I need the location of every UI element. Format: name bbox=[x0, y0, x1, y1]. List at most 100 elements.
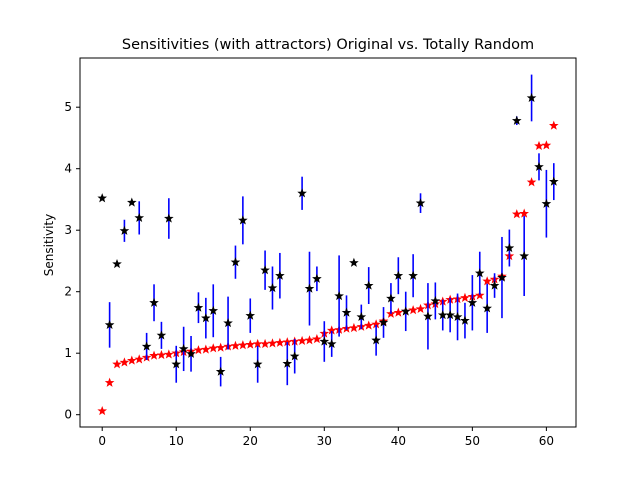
random-point bbox=[467, 297, 478, 307]
x-tick-label: 40 bbox=[391, 434, 406, 448]
random-point bbox=[164, 213, 174, 223]
random-point bbox=[171, 359, 182, 369]
random-point bbox=[119, 225, 130, 235]
random-point bbox=[415, 198, 426, 208]
original-point bbox=[526, 177, 537, 187]
random-point bbox=[430, 295, 441, 306]
original-point bbox=[297, 335, 307, 345]
random-point bbox=[97, 193, 108, 203]
random-point bbox=[504, 242, 515, 253]
random-point bbox=[393, 270, 404, 280]
random-point bbox=[371, 335, 381, 345]
x-axis: 0 10 20 30 40 50 60 bbox=[98, 427, 554, 448]
original-point bbox=[193, 345, 204, 355]
x-tick-label: 50 bbox=[465, 434, 480, 448]
random-point bbox=[408, 270, 418, 280]
random-point bbox=[452, 311, 463, 322]
random-point bbox=[304, 283, 315, 293]
x-tick-label: 0 bbox=[98, 434, 106, 448]
random-point bbox=[252, 359, 263, 369]
original-point bbox=[215, 342, 226, 352]
original-point bbox=[208, 343, 219, 353]
x-tick-label: 60 bbox=[539, 434, 554, 448]
original-point bbox=[312, 334, 322, 344]
y-axis: 0 1 2 3 4 5 bbox=[64, 100, 80, 422]
original-point bbox=[127, 355, 137, 365]
original-point bbox=[134, 354, 145, 364]
y-tick-label: 1 bbox=[64, 346, 72, 360]
original-point bbox=[460, 292, 470, 302]
random-point bbox=[297, 188, 307, 198]
random-point bbox=[341, 307, 352, 317]
original-point bbox=[304, 335, 315, 345]
random-point bbox=[223, 318, 233, 328]
random-point bbox=[378, 317, 389, 327]
original-point bbox=[119, 357, 130, 367]
original-point bbox=[245, 339, 256, 349]
original-point bbox=[415, 303, 426, 314]
random-point bbox=[326, 338, 337, 349]
random-point bbox=[238, 215, 248, 225]
random-point bbox=[208, 305, 219, 315]
original-point bbox=[238, 340, 248, 350]
original-point bbox=[104, 377, 115, 387]
original-point bbox=[164, 349, 174, 359]
y-tick-label: 0 bbox=[64, 408, 72, 422]
random-point bbox=[230, 257, 241, 267]
random-point bbox=[534, 161, 544, 171]
random-point bbox=[134, 212, 145, 222]
random-point bbox=[141, 341, 152, 351]
random-point bbox=[363, 280, 374, 290]
original-point bbox=[97, 405, 108, 416]
random-point bbox=[312, 273, 322, 283]
y-axis-label: Sensitivity bbox=[42, 214, 56, 276]
random-point bbox=[548, 176, 559, 186]
random-point bbox=[104, 319, 115, 330]
original-point bbox=[363, 320, 374, 330]
random-point bbox=[334, 290, 344, 301]
random-point bbox=[260, 265, 270, 275]
plot-area bbox=[97, 74, 559, 416]
original-point bbox=[156, 349, 167, 360]
random-point bbox=[201, 313, 211, 323]
y-tick-label: 4 bbox=[64, 162, 72, 176]
original-point bbox=[474, 290, 485, 300]
original-point bbox=[201, 344, 211, 354]
random-point bbox=[489, 280, 500, 290]
original-point bbox=[260, 338, 270, 349]
random-point bbox=[445, 310, 455, 320]
random-point bbox=[245, 310, 256, 320]
random-point bbox=[186, 348, 196, 358]
original-point bbox=[482, 276, 492, 286]
original-point bbox=[149, 350, 159, 360]
random-point bbox=[127, 197, 137, 207]
original-point bbox=[230, 340, 241, 350]
random-point bbox=[282, 358, 293, 368]
original-point bbox=[408, 305, 418, 315]
random-point bbox=[460, 315, 470, 325]
original-point bbox=[511, 209, 522, 219]
random-point bbox=[541, 198, 552, 208]
x-tick-label: 20 bbox=[243, 434, 258, 448]
random-point bbox=[386, 293, 396, 303]
random-point bbox=[156, 330, 167, 340]
random-point bbox=[275, 270, 285, 280]
random-point bbox=[400, 306, 411, 316]
random-point bbox=[215, 366, 226, 376]
random-point bbox=[526, 92, 537, 103]
random-point bbox=[289, 351, 300, 361]
random-point bbox=[474, 268, 485, 278]
random-point bbox=[511, 115, 522, 125]
random-point bbox=[497, 272, 507, 282]
random-point bbox=[193, 302, 204, 312]
random-point bbox=[349, 257, 359, 267]
random-point bbox=[482, 303, 492, 313]
original-point bbox=[519, 208, 529, 218]
x-tick-label: 10 bbox=[169, 434, 184, 448]
y-tick-label: 5 bbox=[64, 100, 72, 114]
original-point bbox=[267, 338, 278, 348]
random-point bbox=[356, 311, 367, 322]
original-point bbox=[534, 140, 544, 151]
random-point bbox=[112, 258, 122, 269]
